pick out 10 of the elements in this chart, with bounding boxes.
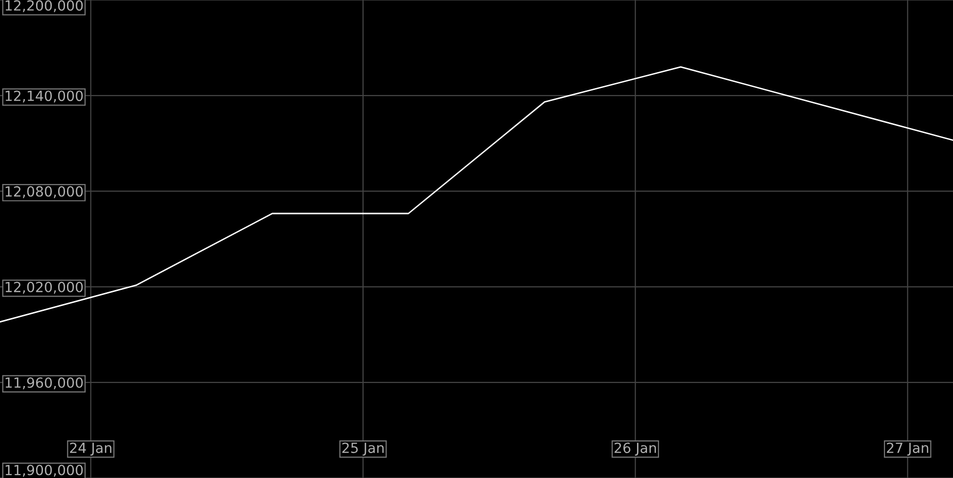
y-tick-label: 12,080,000: [6, 186, 83, 198]
y-tick-label: 12,020,000: [6, 282, 83, 294]
y-tick-label: 12,200,000: [6, 0, 83, 12]
x-tick-label: 25 Jan: [342, 442, 384, 456]
y-tick-label: 11,900,000: [6, 464, 83, 477]
x-tick-label: 27 Jan: [886, 442, 928, 456]
y-tick-label: 12,140,000: [6, 90, 83, 102]
y-tick-label: 11,960,000: [6, 377, 83, 390]
x-tick-label: 26 Jan: [614, 442, 656, 456]
x-tick-label: 24 Jan: [70, 442, 112, 456]
